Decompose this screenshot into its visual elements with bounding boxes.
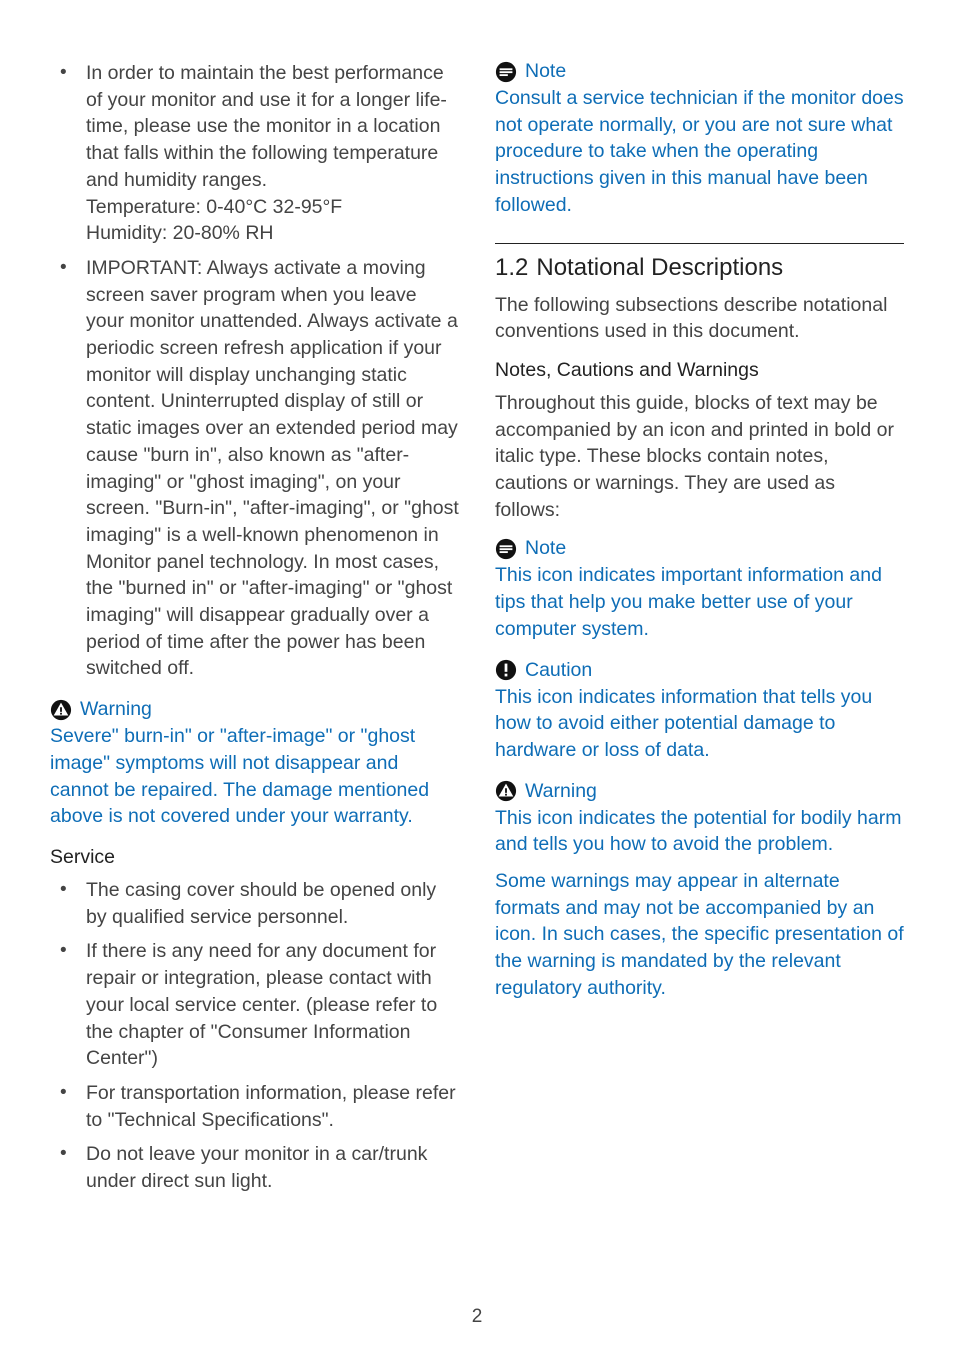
list-item: In order to maintain the best performanc… [86,60,459,247]
list-item: The casing cover should be opened only b… [86,877,459,930]
note-heading: Note [495,60,904,83]
bullet-list-top: In order to maintain the best performanc… [50,60,459,682]
list-item-text: IMPORTANT: Always activate a moving scre… [86,257,459,680]
section-rule [495,243,904,244]
list-item-text: For transportation information, please r… [86,1082,456,1131]
list-item: If there is any need for any document fo… [86,938,459,1072]
two-column-layout: In order to maintain the best performanc… [50,60,904,1211]
note-body: This icon indicates important informatio… [495,562,904,642]
list-item-text: The casing cover should be opened only b… [86,879,436,928]
page-number: 2 [0,1306,954,1328]
list-item-text: Do not leave your monitor in a car/trunk… [86,1143,427,1192]
sub-intro: Throughout this guide, blocks of text ma… [495,390,904,524]
warning-extra: Some warnings may appear in alternate fo… [495,868,904,1002]
service-heading: Service [50,846,459,869]
sub-heading: Notes, Cautions and Warnings [495,359,904,382]
service-bullet-list: The casing cover should be opened only b… [50,877,459,1195]
note-icon [495,61,517,83]
list-item: Do not leave your monitor in a car/trunk… [86,1141,459,1194]
note-body: Consult a service technician if the moni… [495,85,904,219]
list-item: IMPORTANT: Always activate a moving scre… [86,255,459,682]
warning-body: Severe" burn-in" or "after-image" or "gh… [50,723,459,830]
list-item: For transportation information, please r… [86,1080,459,1133]
list-item-text: If there is any need for any document fo… [86,940,437,1069]
caution-label: Caution [525,659,592,682]
section-intro: The following subsections describe notat… [495,292,904,345]
warning-icon [50,699,72,721]
right-column: Note Consult a service technician if the… [495,60,904,1211]
section-title: 1.2 Notational Descriptions [495,254,904,282]
section-number: 1.2 [495,254,528,281]
warning-body: This icon indicates the potential for bo… [495,805,904,858]
caution-body: This icon indicates information that tel… [495,684,904,764]
list-item-text: In order to maintain the best performanc… [86,62,447,244]
note-label: Note [525,60,566,83]
warning-heading: Warning [50,698,459,721]
caution-icon [495,659,517,681]
warning-icon [495,780,517,802]
section-title-text: Notational Descriptions [536,254,783,281]
warning-label: Warning [80,698,152,721]
caution-heading: Caution [495,659,904,682]
note-label: Note [525,537,566,560]
warning-label: Warning [525,780,597,803]
warning-heading: Warning [495,780,904,803]
note-heading: Note [495,537,904,560]
note-icon [495,538,517,560]
left-column: In order to maintain the best performanc… [50,60,459,1211]
